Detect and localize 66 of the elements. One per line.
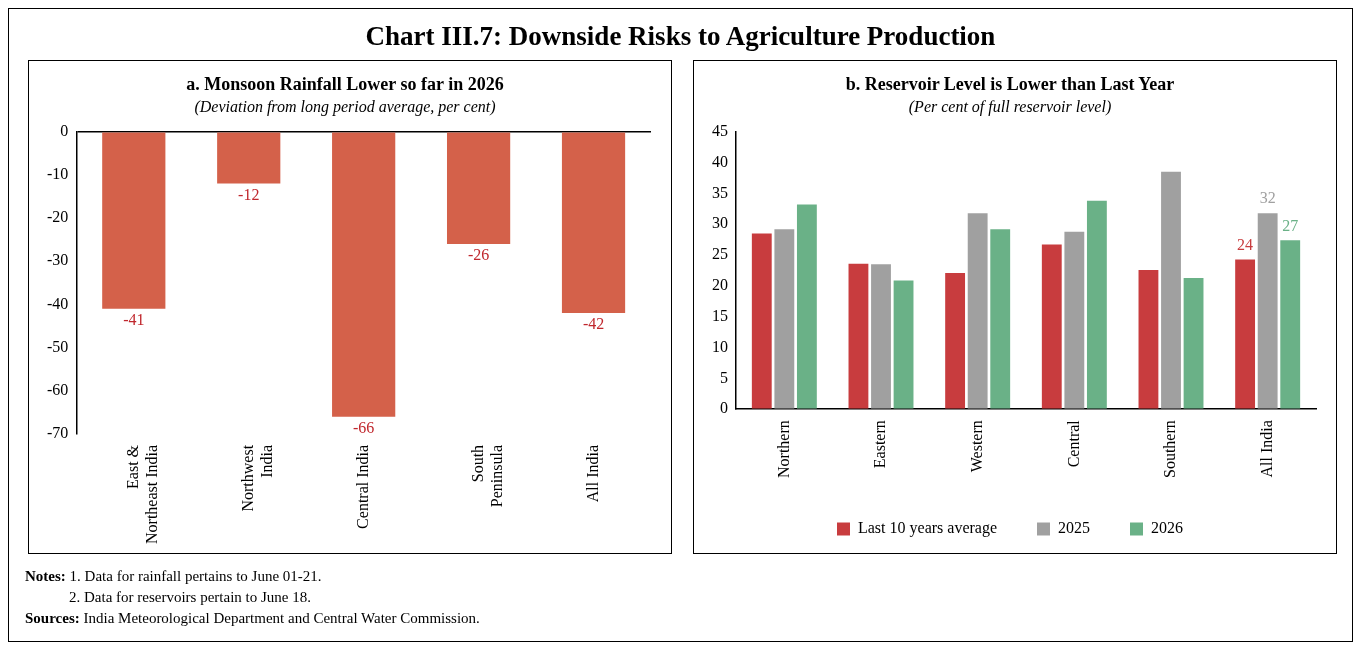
bar <box>1280 240 1301 409</box>
y-tick-label: 30 <box>712 214 728 232</box>
x-tick-label: Southern <box>1161 420 1179 479</box>
text: Notes: 1. Data for rainfall pertains to June 01-21. <box>25 568 322 584</box>
data-label: -41 <box>123 310 145 328</box>
data-label: 27 <box>1282 216 1299 234</box>
bar <box>1064 231 1085 409</box>
bar <box>1183 277 1204 409</box>
legend-label: 2025 <box>1058 519 1091 537</box>
y-tick-label: 25 <box>712 245 728 263</box>
text: 2. Data for reservoirs pertain to June 18. <box>68 588 312 607</box>
y-tick-label: -40 <box>47 294 69 312</box>
data-label: 24 <box>1237 235 1254 253</box>
x-tick-label: All India <box>583 444 601 503</box>
text: Chart III.7: Downside Risks to Agriculture Production <box>364 21 997 52</box>
x-tick-label: East & Northeast India <box>124 444 161 544</box>
y-tick-label: 10 <box>712 337 728 355</box>
y-tick-label: -60 <box>47 380 69 398</box>
x-tick-label: Eastern <box>871 420 889 469</box>
legend-label: Last 10 years average <box>857 519 998 538</box>
bar <box>751 233 772 409</box>
y-tick-label: -10 <box>47 165 69 183</box>
bar <box>1235 259 1256 409</box>
chart-subtitle: (Deviation from long period average, per cent) <box>194 98 496 117</box>
chart-title: b. Reservoir Level is Lower than Last Year <box>845 74 1175 95</box>
x-tick-label: South Peninsula <box>468 444 505 508</box>
y-tick-label: -30 <box>47 251 69 269</box>
bar <box>1138 269 1159 409</box>
chart-title: a. Monsoon Rainfall Lower so far in 2026 <box>186 74 504 95</box>
y-tick-label: 0 <box>60 122 69 139</box>
data-label: -12 <box>238 185 260 203</box>
bar <box>990 229 1011 409</box>
bar <box>1041 244 1062 409</box>
data-label: -42 <box>582 315 605 333</box>
data-label: -26 <box>467 246 490 264</box>
y-tick-label: -20 <box>47 208 69 226</box>
bar <box>1257 213 1278 409</box>
x-tick-label: Northern <box>774 420 792 478</box>
source-note: Sources: India Meteorological Department and Central Water Commission. <box>25 610 480 626</box>
y-tick-label: 35 <box>712 183 728 201</box>
legend-label: 2026 <box>1151 519 1184 537</box>
bar <box>967 213 988 409</box>
bar <box>848 263 869 409</box>
bar <box>893 280 914 409</box>
bar <box>796 204 817 409</box>
x-tick-label: Northwest India <box>238 444 276 512</box>
y-tick-label: 45 <box>712 122 728 139</box>
chart-subtitle: (Per cent of full reservoir level) <box>908 98 1112 117</box>
y-tick-label: 0 <box>720 399 728 417</box>
y-tick-label: -50 <box>47 337 69 355</box>
x-tick-label: Central India <box>353 444 371 529</box>
bar <box>871 264 891 409</box>
y-tick-label: 5 <box>720 368 728 386</box>
y-tick-label: 20 <box>712 276 728 294</box>
bar <box>774 229 795 409</box>
bar <box>1161 171 1181 409</box>
bar <box>945 272 966 409</box>
data-label: -66 <box>353 418 375 436</box>
x-tick-label: Western <box>967 420 985 473</box>
x-tick-label: Central <box>1064 419 1082 468</box>
y-tick-label: 40 <box>712 152 728 170</box>
bar <box>1086 200 1107 409</box>
y-tick-label: -70 <box>47 424 69 442</box>
y-tick-label: 15 <box>712 306 728 324</box>
data-label: 32 <box>1259 189 1276 207</box>
x-tick-label: All India <box>1257 420 1275 478</box>
